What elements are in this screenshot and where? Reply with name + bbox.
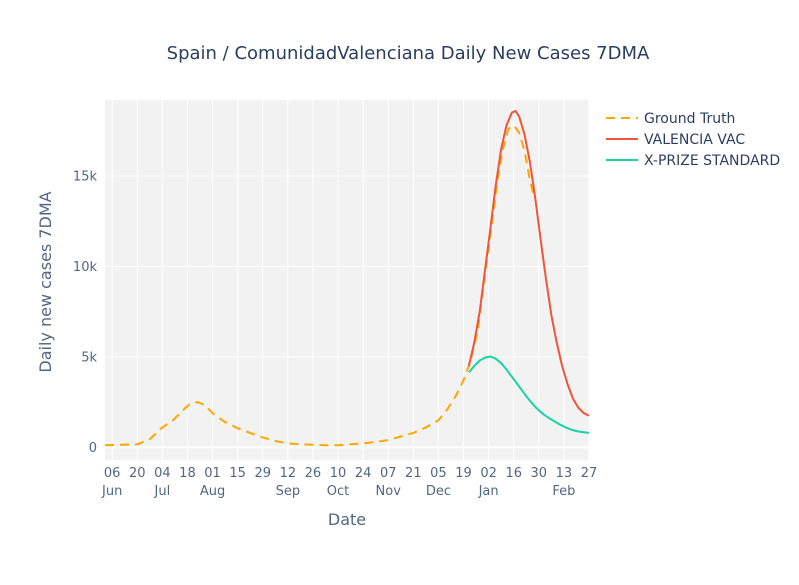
- x-tick-month-label: Jun: [101, 484, 122, 499]
- y-tick-label: 10k: [73, 260, 98, 275]
- x-tick-label: 30: [531, 466, 548, 481]
- series-line-1: [467, 109, 590, 417]
- x-axis-title: Date: [328, 510, 366, 529]
- x-tick-month-label: Sep: [276, 484, 301, 499]
- legend-label: X-PRIZE STANDARD: [644, 153, 780, 169]
- x-tick-label: 15: [229, 466, 246, 481]
- x-tick-label: 13: [556, 466, 573, 481]
- x-tick-month-label: Jul: [154, 484, 171, 499]
- x-tick-label: 20: [129, 466, 146, 481]
- x-tick-label: 02: [480, 466, 497, 481]
- x-tick-label: 10: [330, 466, 347, 481]
- x-tick-label: 07: [380, 466, 397, 481]
- grid: [105, 100, 590, 460]
- x-tick-label: 21: [405, 466, 422, 481]
- legend-label: Ground Truth: [644, 111, 735, 127]
- x-tick-label: 01: [204, 466, 221, 481]
- x-tick-month-label: Feb: [552, 484, 575, 499]
- y-axis-ticks: 0 5k 10k 15k: [73, 169, 98, 455]
- x-tick-month-label: Aug: [200, 484, 225, 499]
- x-tick-label: 27: [581, 466, 598, 481]
- x-tick-label: 06: [104, 466, 121, 481]
- legend: Ground Truth VALENCIA VAC X-PRIZE STANDARD: [606, 111, 780, 169]
- series-line-2: [468, 355, 590, 434]
- x-tick-month-label: Nov: [376, 484, 402, 499]
- y-tick-label: 0: [89, 441, 97, 456]
- x-tick-month-label: Jan: [478, 484, 499, 499]
- x-tick-label: 04: [154, 466, 171, 481]
- y-tick-label: 5k: [81, 350, 97, 365]
- x-tick-label: 24: [355, 466, 372, 481]
- y-tick-label: 15k: [73, 169, 98, 184]
- plot-area: [105, 100, 589, 460]
- series-layer: [104, 109, 590, 447]
- chart-title: Spain / ComunidadValenciana Daily New Ca…: [167, 43, 650, 64]
- x-tick-label: 18: [179, 466, 196, 481]
- x-tick-month-label: Dec: [426, 484, 451, 499]
- x-tick-label: 16: [505, 466, 522, 481]
- x-tick-month-label: Oct: [327, 484, 349, 499]
- x-axis-ticks: 06 Jun 20 04 Jul 18 01 Aug 15 29 12 Sep 26 10 Oct 24 07 N…: [101, 466, 597, 499]
- legend-label: VALENCIA VAC: [644, 132, 745, 148]
- x-tick-label: 05: [430, 466, 447, 481]
- x-tick-label: 19: [455, 466, 472, 481]
- x-tick-label: 29: [254, 466, 271, 481]
- x-tick-label: 26: [305, 466, 322, 481]
- y-axis-title: Daily new cases 7DMA: [36, 191, 55, 372]
- series-line-0: [104, 124, 535, 447]
- x-tick-label: 12: [280, 466, 297, 481]
